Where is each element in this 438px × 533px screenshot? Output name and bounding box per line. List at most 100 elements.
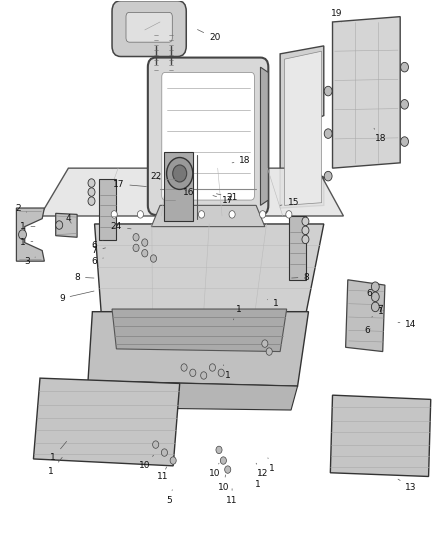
Text: 11: 11 (156, 467, 168, 481)
Text: 12: 12 (256, 463, 268, 478)
Circle shape (324, 129, 332, 139)
Circle shape (111, 211, 117, 218)
Polygon shape (332, 17, 400, 168)
FancyBboxPatch shape (162, 72, 254, 200)
Text: 1: 1 (268, 458, 274, 473)
Circle shape (190, 369, 196, 376)
Text: 13: 13 (398, 479, 417, 491)
Circle shape (166, 158, 193, 189)
Polygon shape (261, 67, 268, 205)
FancyBboxPatch shape (112, 1, 186, 56)
Circle shape (181, 364, 187, 371)
Polygon shape (56, 213, 77, 237)
Text: 1: 1 (223, 365, 231, 380)
Circle shape (220, 457, 226, 464)
Polygon shape (88, 312, 308, 386)
Text: 5: 5 (166, 490, 172, 505)
Circle shape (142, 249, 148, 257)
Text: 6: 6 (92, 257, 103, 265)
Circle shape (168, 211, 174, 218)
Circle shape (56, 221, 63, 229)
Circle shape (161, 449, 167, 456)
Text: 18: 18 (374, 128, 386, 143)
FancyBboxPatch shape (126, 12, 172, 42)
Text: 1: 1 (233, 304, 241, 320)
Text: 18: 18 (232, 156, 251, 165)
Circle shape (138, 211, 144, 218)
Circle shape (150, 255, 156, 262)
Polygon shape (95, 224, 324, 312)
Polygon shape (330, 395, 431, 477)
Text: 6: 6 (92, 240, 103, 250)
Text: 22: 22 (150, 172, 161, 181)
Polygon shape (164, 152, 193, 221)
FancyBboxPatch shape (148, 58, 268, 215)
Polygon shape (280, 46, 324, 208)
Polygon shape (40, 168, 343, 216)
Text: 21: 21 (216, 193, 238, 202)
Text: 6: 6 (367, 288, 372, 297)
Circle shape (133, 244, 139, 252)
Circle shape (216, 446, 222, 454)
Text: 2: 2 (15, 204, 27, 213)
Circle shape (209, 364, 215, 371)
Polygon shape (86, 381, 297, 410)
Text: 17: 17 (213, 196, 233, 205)
Circle shape (302, 217, 309, 225)
Circle shape (324, 86, 332, 96)
Polygon shape (289, 216, 306, 280)
Circle shape (371, 302, 379, 312)
Text: 6: 6 (364, 326, 370, 335)
Text: 16: 16 (183, 188, 194, 197)
Circle shape (401, 62, 409, 72)
Circle shape (142, 239, 148, 246)
Polygon shape (16, 208, 44, 261)
Circle shape (286, 211, 292, 218)
Text: 14: 14 (398, 320, 417, 329)
Text: 15: 15 (280, 198, 299, 207)
Circle shape (18, 230, 26, 239)
Polygon shape (33, 378, 180, 466)
Circle shape (173, 165, 187, 182)
Polygon shape (99, 179, 117, 240)
Circle shape (88, 179, 95, 187)
Circle shape (302, 226, 309, 235)
Circle shape (324, 171, 332, 181)
Circle shape (260, 211, 266, 218)
Polygon shape (346, 280, 385, 352)
Text: 4: 4 (66, 214, 71, 223)
Circle shape (401, 137, 409, 147)
Text: 8: 8 (74, 273, 94, 281)
Circle shape (133, 233, 139, 241)
Text: 1: 1 (48, 457, 62, 475)
Circle shape (401, 100, 409, 109)
Polygon shape (151, 205, 265, 227)
Circle shape (152, 441, 159, 448)
Circle shape (371, 292, 379, 302)
Text: 1: 1 (50, 441, 67, 463)
Circle shape (262, 340, 268, 348)
Circle shape (229, 211, 235, 218)
Text: 19: 19 (331, 10, 343, 22)
Text: 10: 10 (209, 463, 220, 478)
Text: 1: 1 (20, 238, 33, 247)
Circle shape (218, 369, 224, 376)
Circle shape (198, 211, 205, 218)
Text: 24: 24 (111, 222, 131, 231)
Circle shape (302, 235, 309, 244)
Text: 8: 8 (292, 273, 309, 281)
Circle shape (266, 348, 272, 356)
Text: 1: 1 (20, 222, 35, 231)
Circle shape (225, 466, 231, 473)
Text: 10: 10 (139, 455, 153, 470)
Circle shape (88, 188, 95, 196)
Polygon shape (112, 309, 287, 352)
Text: 1: 1 (255, 471, 261, 489)
Text: 9: 9 (59, 291, 94, 303)
Text: 7: 7 (378, 304, 383, 313)
Circle shape (371, 282, 379, 292)
Text: 11: 11 (226, 489, 238, 505)
Text: 1: 1 (372, 307, 383, 317)
Polygon shape (285, 51, 321, 205)
Text: 17: 17 (113, 180, 146, 189)
